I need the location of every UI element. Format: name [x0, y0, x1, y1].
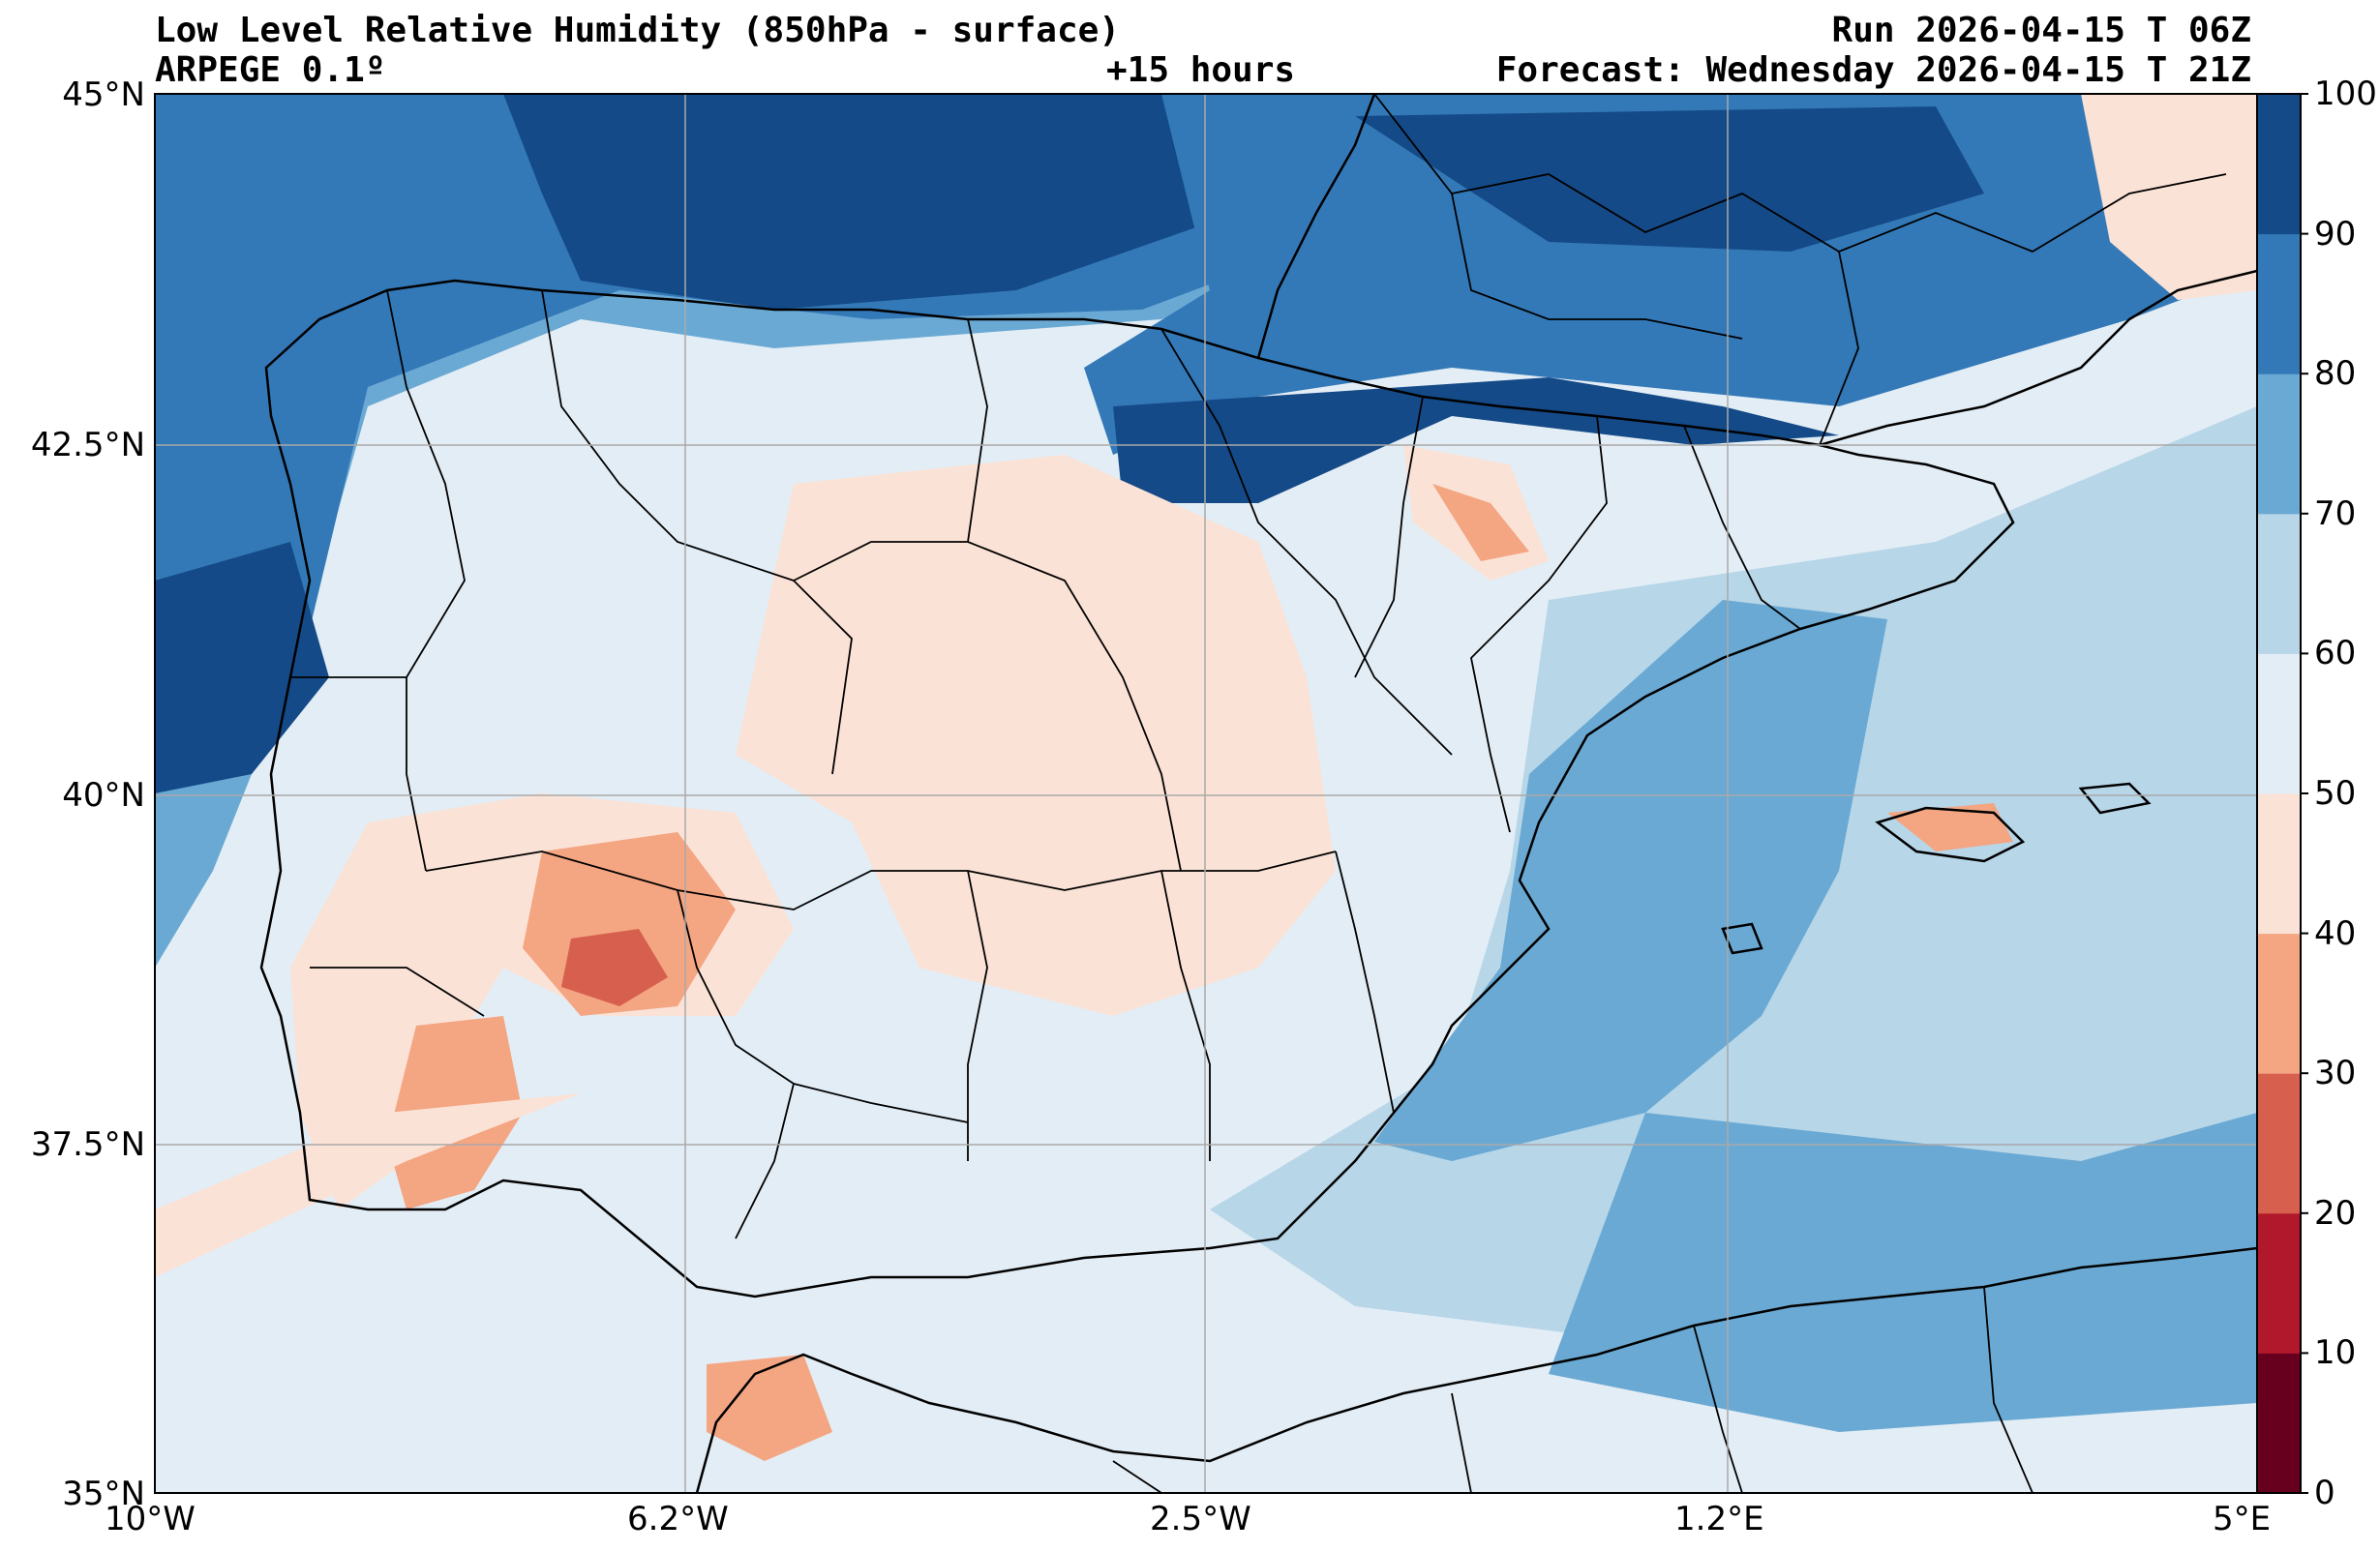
map-plot — [155, 94, 2257, 1493]
dry-patch-ebro-core — [1432, 484, 1529, 561]
lon-label-1-2e: 1.2°E — [1674, 1500, 1764, 1538]
colorbar-segment — [2257, 373, 2301, 515]
colorbar-segment — [2257, 1073, 2301, 1214]
dry-patch-meseta — [736, 455, 1336, 1016]
colorbar-tick-label: 90 — [2314, 214, 2357, 254]
colorbar-tick-label: 10 — [2314, 1333, 2357, 1373]
colorbar-segment — [2257, 1212, 2301, 1354]
colorbar-segment — [2257, 233, 2301, 374]
colorbar-tick-label: 30 — [2314, 1054, 2357, 1093]
ibiza-outline — [1721, 922, 1763, 955]
very-dry-patch-extremadura — [561, 929, 668, 1006]
run-time: Run 2026-04-15 T 06Z — [1831, 11, 2251, 50]
colorbar-tick-label: 70 — [2314, 493, 2357, 533]
lon-label-2-5w: 2.5°W — [1150, 1500, 1251, 1538]
menorca-outline — [2078, 782, 2152, 815]
colorbar-tick-label: 60 — [2314, 634, 2357, 673]
humidity-band-70-med — [1374, 600, 1887, 1161]
colorbar-tick-label: 0 — [2314, 1474, 2335, 1512]
colorbar-segment — [2257, 94, 2301, 235]
colorbar-segment — [2257, 1353, 2301, 1494]
colorbar-tick-label: 80 — [2314, 354, 2357, 394]
map-gridlines — [155, 94, 2257, 1493]
dry-streak-atlantic — [155, 1093, 581, 1277]
regional-borders — [290, 94, 2227, 1493]
dry-patch-mallorca — [1887, 803, 2013, 851]
dry-patch-morocco — [707, 1355, 832, 1461]
mallorca-outline — [1875, 806, 2026, 863]
lon-label-10w: 10°W — [105, 1500, 196, 1538]
lon-label-5e: 5°E — [2213, 1500, 2272, 1538]
colorbar-tick-label: 50 — [2314, 774, 2357, 813]
lon-label-6-2w: 6.2°W — [627, 1500, 729, 1538]
model-name: ARPEGE 0.1º — [155, 50, 386, 90]
colorbar-segment — [2257, 793, 2301, 935]
humidity-band-90-north — [1355, 106, 1984, 252]
lat-label-45: 45°N — [62, 75, 145, 114]
colorbar-tick-label: 40 — [2314, 913, 2357, 953]
colorbar-segment — [2257, 513, 2301, 654]
lead-time: +15 hours — [1106, 50, 1296, 90]
humidity-band-90-pyrenees — [1113, 377, 1839, 503]
france-med-coast — [1819, 269, 2257, 447]
chart-title: Low Level Relative Humidity (850hPa - su… — [155, 11, 1120, 50]
colorbar-tick-label: 100 — [2314, 75, 2377, 113]
dry-patch-alps — [2081, 94, 2257, 300]
humidity-band-70-africa — [1549, 1113, 2257, 1432]
humidity-band-90-west — [155, 542, 329, 793]
humidity-band-90-bay — [503, 94, 1210, 310]
lat-label-42-5: 42.5°N — [30, 426, 145, 464]
lat-label-35: 35°N — [62, 1475, 145, 1513]
humidity-band-80 — [155, 94, 1413, 793]
forecast-time: Forecast: Wednesday 2026-04-15 T 21Z — [1495, 50, 2251, 90]
colorbar — [2256, 93, 2308, 1494]
north-africa-coast — [695, 1246, 2257, 1493]
france-atlantic-coast — [1256, 94, 1376, 359]
lat-label-37-5: 37.5°N — [30, 1125, 145, 1164]
colorbar-segment — [2257, 933, 2301, 1074]
lat-label-40: 40°N — [62, 776, 145, 815]
colorbar-segment — [2257, 653, 2301, 794]
colorbar-tick-label: 20 — [2314, 1193, 2357, 1233]
